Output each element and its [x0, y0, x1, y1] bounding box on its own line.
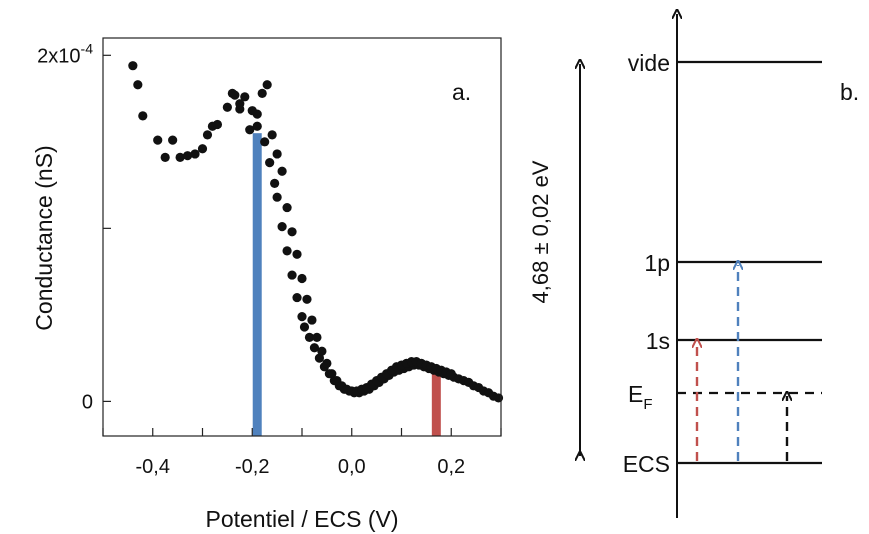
data-point	[287, 270, 297, 280]
data-point	[446, 369, 456, 379]
data-point	[277, 166, 287, 176]
data-point	[272, 192, 282, 202]
y-axis-label: Conductance (nS)	[31, 145, 57, 330]
data-point	[252, 121, 262, 131]
highlight-bar-0	[252, 133, 262, 436]
data-point	[302, 294, 312, 304]
y-tick-label: 2x10-4	[37, 40, 93, 67]
data-point	[297, 273, 307, 284]
y-tick-label: 0	[82, 391, 93, 413]
x-axis-label: Potentiel / ECS (V)	[205, 506, 398, 532]
data-point	[304, 332, 315, 342]
data-point	[299, 322, 310, 332]
level-label-vide: vide	[628, 50, 670, 76]
data-point	[202, 130, 213, 140]
data-point	[260, 137, 270, 147]
data-point	[168, 135, 178, 145]
data-points	[128, 61, 504, 403]
data-point	[257, 88, 267, 98]
data-point	[245, 125, 255, 135]
energy-diagram: 4,68 ± 0,02 eV vide 1p 1s EF ECS b.	[528, 14, 859, 518]
data-point	[128, 61, 138, 71]
data-point	[265, 157, 275, 168]
data-point	[277, 222, 287, 232]
data-point	[287, 227, 297, 237]
level-label-fermi: EF	[628, 381, 653, 413]
y-axis-ticks: 0 2x10-4	[37, 40, 111, 413]
data-point	[222, 102, 232, 112]
data-point	[314, 353, 325, 363]
data-point	[292, 249, 302, 259]
energy-range-label: 4,68 ± 0,02 eV	[528, 160, 553, 303]
data-point	[190, 149, 200, 159]
panel-label-b: b.	[840, 79, 859, 105]
data-point	[292, 292, 302, 303]
data-point	[182, 151, 193, 161]
panel-label-a: a.	[452, 79, 471, 105]
data-point	[493, 393, 504, 403]
data-point	[138, 111, 148, 121]
level-label-ecs: ECS	[623, 451, 670, 477]
conductance-plot: -0,4 -0,2 0,0 0,2 0 2x10-4 Potentiel / ECS (…	[31, 37, 504, 532]
level-label-1s: 1s	[646, 328, 670, 354]
highlight-bar-1	[431, 366, 441, 436]
x-tick-label: 0,0	[338, 456, 366, 478]
data-point	[267, 130, 277, 140]
data-point	[240, 92, 250, 102]
data-point	[322, 358, 332, 368]
level-label-1p: 1p	[644, 250, 670, 276]
data-point	[272, 149, 282, 159]
data-point	[297, 312, 307, 322]
data-point	[270, 178, 280, 188]
data-point	[327, 369, 337, 379]
data-point	[282, 202, 292, 213]
data-point	[307, 315, 317, 325]
data-point	[262, 80, 272, 90]
x-axis-ticks: -0,4 -0,2 0,0 0,2	[102, 428, 502, 478]
data-point	[230, 90, 240, 100]
data-point	[247, 106, 257, 116]
data-point	[197, 144, 208, 154]
x-tick-label: -0,2	[235, 456, 269, 478]
x-tick-label: 0,2	[437, 456, 465, 478]
data-point	[312, 332, 322, 342]
data-point	[153, 135, 163, 145]
x-tick-label: -0,4	[136, 456, 170, 478]
data-point	[160, 152, 170, 162]
highlight-bars	[252, 133, 441, 436]
data-point	[175, 152, 185, 162]
data-point	[235, 99, 245, 109]
data-point	[212, 119, 223, 130]
data-point	[317, 346, 327, 356]
data-point	[282, 246, 292, 256]
data-point	[133, 80, 143, 90]
data-point	[309, 343, 320, 353]
